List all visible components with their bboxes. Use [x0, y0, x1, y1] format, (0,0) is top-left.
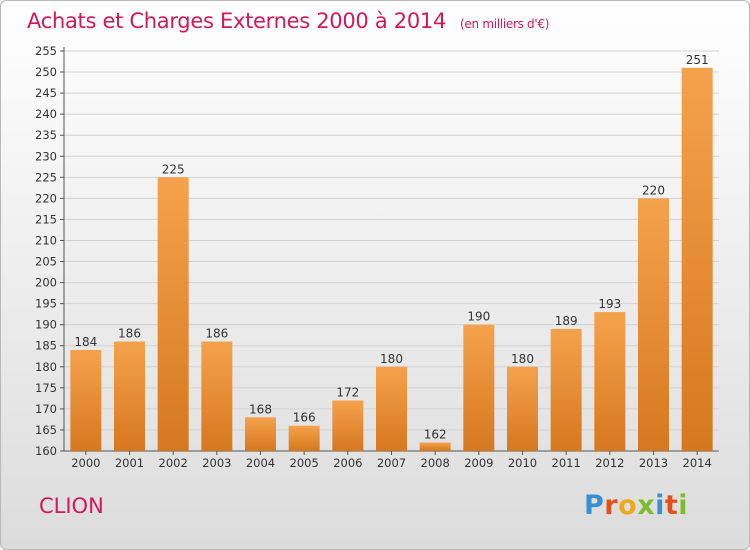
x-tick-label: 2007 — [377, 456, 406, 470]
data-label: 189 — [555, 314, 578, 328]
bar — [638, 198, 669, 451]
y-tick-label: 250 — [35, 65, 57, 79]
data-label: 180 — [380, 352, 403, 366]
y-tick-label: 175 — [35, 381, 57, 395]
labels: 160 165 170 175 180 185 190 195 200 205 210 215 220 2… — [35, 44, 712, 470]
bar — [157, 177, 189, 451]
data-label: 193 — [598, 297, 621, 311]
bar — [419, 442, 451, 451]
data-label: 162 — [424, 428, 447, 442]
logo-letter: i — [655, 490, 665, 521]
y-tick-label: 210 — [35, 233, 57, 247]
x-tick-label: 2008 — [421, 456, 450, 470]
y-tick-label: 205 — [35, 255, 57, 269]
logo-letter: r — [604, 490, 619, 521]
x-tick-label: 2004 — [246, 456, 275, 470]
data-label: 184 — [74, 335, 97, 349]
proxiti-logo: Proxiti — [584, 490, 688, 521]
data-label: 186 — [205, 327, 228, 341]
x-tick-label: 2010 — [508, 456, 537, 470]
y-tick-label: 220 — [35, 191, 57, 205]
logo-letter: o — [618, 490, 638, 521]
y-tick-label: 240 — [35, 107, 57, 121]
logo-letter: t — [664, 490, 679, 521]
bar — [463, 324, 495, 451]
data-label: 190 — [467, 310, 490, 324]
y-tick-label: 200 — [35, 276, 57, 290]
y-tick-label: 160 — [35, 444, 57, 458]
title-text: Achats et Charges Externes 2000 à 2014 — [27, 9, 447, 33]
x-tick-label: 2002 — [159, 456, 188, 470]
data-label: 220 — [642, 183, 665, 197]
y-tick-label: 165 — [35, 423, 57, 437]
y-tick-label: 180 — [35, 360, 57, 374]
data-label: 172 — [336, 385, 359, 399]
bar — [681, 67, 713, 451]
chart-title: Achats et Charges Externes 2000 à 2014 (e… — [27, 9, 549, 33]
y-tick-label: 195 — [35, 297, 57, 311]
y-tick-label: 190 — [35, 318, 57, 332]
y-tick-label: 255 — [35, 44, 57, 58]
y-tick-label: 215 — [35, 212, 57, 226]
bars — [70, 67, 713, 451]
x-tick-label: 2003 — [202, 456, 231, 470]
x-tick-label: 2011 — [552, 456, 581, 470]
x-tick-label: 2000 — [71, 456, 100, 470]
bar — [245, 417, 276, 451]
data-label: 251 — [686, 53, 709, 67]
x-tick-label: 2005 — [290, 456, 319, 470]
bar — [376, 366, 407, 451]
bar — [550, 328, 582, 451]
bar — [594, 312, 626, 451]
logo-letter: P — [584, 490, 605, 521]
x-tick-label: 2001 — [115, 456, 144, 470]
data-label: 168 — [249, 402, 272, 416]
bar — [70, 349, 102, 451]
y-tick-label: 225 — [35, 170, 57, 184]
x-tick-label: 2009 — [464, 456, 493, 470]
data-label: 186 — [118, 327, 141, 341]
data-label: 180 — [511, 352, 534, 366]
bar — [288, 425, 320, 451]
x-tick-label: 2014 — [683, 456, 712, 470]
logo-letter: x — [637, 490, 656, 521]
city-name: CLION — [39, 494, 104, 518]
x-tick-label: 2006 — [333, 456, 362, 470]
y-tick-label: 170 — [35, 402, 57, 416]
y-tick-label: 230 — [35, 149, 57, 163]
y-tick-label: 235 — [35, 128, 57, 142]
data-label: 225 — [162, 162, 185, 176]
x-tick-label: 2013 — [639, 456, 668, 470]
bar — [114, 341, 145, 451]
logo-letter: i — [678, 490, 689, 521]
unit-note: (en milliers d'€) — [460, 17, 550, 31]
y-tick-label: 185 — [35, 339, 57, 353]
y-tick-label: 245 — [35, 86, 57, 100]
data-label: 166 — [293, 411, 316, 425]
bar — [332, 400, 364, 451]
bar — [201, 341, 233, 451]
x-tick-label: 2012 — [595, 456, 624, 470]
bar — [507, 366, 538, 451]
